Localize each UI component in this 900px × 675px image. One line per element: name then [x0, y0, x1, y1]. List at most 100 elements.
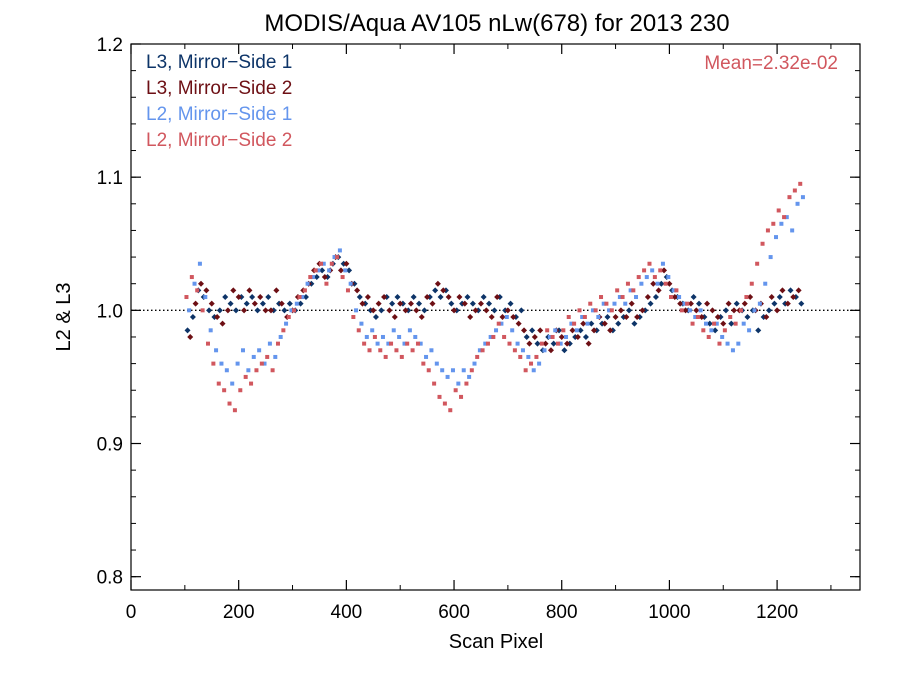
data-point [636, 275, 641, 280]
data-point [327, 268, 332, 273]
data-point [308, 275, 313, 280]
data-point [440, 287, 447, 294]
data-point [375, 300, 382, 307]
data-point [499, 314, 506, 320]
data-point [391, 314, 398, 320]
data-point [434, 361, 439, 366]
data-point [359, 300, 366, 307]
data-point [792, 188, 797, 193]
x-axis-label: Scan Pixel [449, 631, 544, 653]
data-point [763, 314, 770, 320]
data-point [534, 354, 539, 359]
data-point [278, 300, 285, 307]
data-point [488, 314, 495, 320]
data-point [197, 261, 202, 266]
data-point [736, 341, 741, 346]
data-point [346, 267, 353, 274]
data-point [658, 268, 663, 273]
data-point [319, 261, 324, 266]
data-point [655, 281, 660, 286]
data-point [749, 281, 754, 286]
data-point [262, 361, 267, 366]
data-point [647, 261, 652, 266]
data-point [588, 320, 595, 327]
y-tick-label: 0.8 [97, 568, 123, 589]
data-point [671, 288, 676, 293]
data-point [714, 314, 721, 320]
data-point [351, 315, 356, 319]
data-point [477, 348, 482, 353]
data-point [480, 348, 485, 353]
data-point [418, 314, 425, 320]
data-point [580, 315, 585, 319]
data-point [281, 328, 286, 333]
data-point [486, 300, 493, 307]
data-point [779, 287, 786, 294]
data-point [744, 314, 751, 320]
data-point [424, 294, 431, 301]
data-point [187, 333, 194, 340]
data-point [381, 294, 388, 301]
data-point [461, 300, 468, 307]
data-point [599, 295, 604, 300]
data-point [615, 288, 620, 293]
data-point [208, 328, 213, 333]
data-point [722, 307, 729, 314]
data-point [386, 307, 393, 314]
data-point [639, 281, 644, 286]
data-point [230, 381, 235, 386]
data-point [720, 320, 727, 327]
data-point [728, 315, 733, 319]
data-point [714, 321, 719, 326]
legend-entry: L3, Mirror−Side 2 [146, 78, 292, 99]
data-point [205, 341, 210, 346]
x-tick-label: 0 [126, 602, 137, 623]
data-point [389, 300, 396, 307]
data-point [623, 301, 628, 306]
data-point [523, 333, 530, 340]
data-point [297, 295, 302, 300]
data-point [343, 260, 350, 267]
data-point [591, 327, 598, 334]
data-point [768, 255, 773, 260]
data-point [434, 280, 441, 287]
data-point [596, 315, 601, 319]
mean-annotation: Mean=2.32e-02 [704, 53, 838, 74]
data-point [682, 307, 689, 314]
data-point [494, 294, 501, 301]
data-point [658, 280, 665, 287]
data-point [550, 334, 555, 339]
data-point [728, 320, 735, 327]
data-point [235, 361, 240, 366]
data-point [628, 288, 633, 293]
data-point [418, 341, 423, 346]
data-point [542, 348, 547, 353]
data-point [413, 307, 420, 314]
data-point [289, 308, 294, 313]
data-point [281, 307, 288, 314]
data-point [558, 333, 565, 340]
data-point [572, 321, 577, 326]
data-point [744, 295, 749, 300]
data-point [650, 280, 657, 287]
data-point [704, 321, 709, 326]
data-point [666, 275, 671, 280]
data-point [421, 361, 426, 366]
data-point [389, 341, 394, 346]
data-point [547, 347, 554, 354]
data-point [249, 381, 254, 386]
data-point [483, 307, 490, 314]
legend-entry: L3, Mirror−Side 1 [146, 52, 292, 73]
data-point [192, 300, 199, 307]
data-point [378, 348, 383, 353]
data-point [469, 368, 474, 373]
data-point [257, 294, 264, 301]
data-point [297, 300, 304, 307]
data-point [685, 301, 690, 306]
data-point [507, 300, 514, 307]
data-point [300, 295, 305, 300]
data-point [407, 300, 414, 307]
data-point [615, 320, 622, 327]
data-point [324, 281, 329, 286]
data-point [340, 275, 345, 280]
